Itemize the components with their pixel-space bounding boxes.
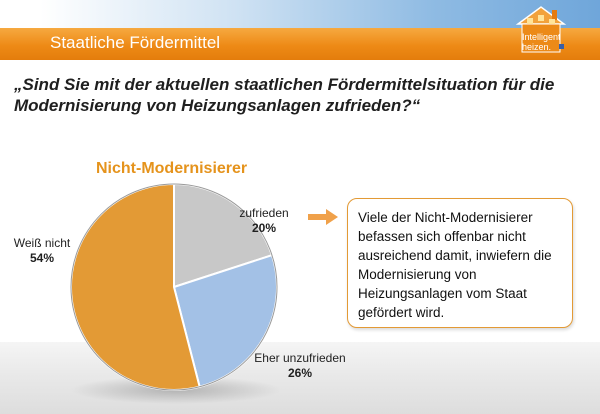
survey-question: „Sind Sie mit der aktuellen staatlichen … <box>14 75 555 115</box>
label-eher-unzufrieden-value: 26% <box>287 366 313 380</box>
label-zufrieden-name: zufrieden <box>239 206 289 220</box>
page-title: Staatliche Fördermittel <box>50 33 221 52</box>
label-weiss-nicht-name: Weiß nicht <box>13 236 71 250</box>
logo-text-line2: heizen. <box>522 42 552 52</box>
arrow-right-icon <box>308 209 338 225</box>
label-weiss-nicht: Weiß nicht 54% <box>2 236 82 266</box>
logo-text-line1: Intelligent <box>522 32 561 42</box>
label-eher-unzufrieden-name: Eher unzufrieden <box>254 351 346 365</box>
header-bar <box>0 28 600 60</box>
pie-rim <box>70 183 278 391</box>
house-logo-icon <box>515 6 567 53</box>
label-eher-unzufrieden: Eher unzufrieden 26% <box>236 351 364 381</box>
label-weiss-nicht-value: 54% <box>29 251 55 265</box>
label-zufrieden: zufrieden 20% <box>232 206 296 236</box>
label-zufrieden-value: 20% <box>251 221 277 235</box>
chart-title: Nicht-Modernisierer <box>96 160 248 177</box>
callout-box: Viele der Nicht-Modernisierer befassen s… <box>347 198 573 328</box>
